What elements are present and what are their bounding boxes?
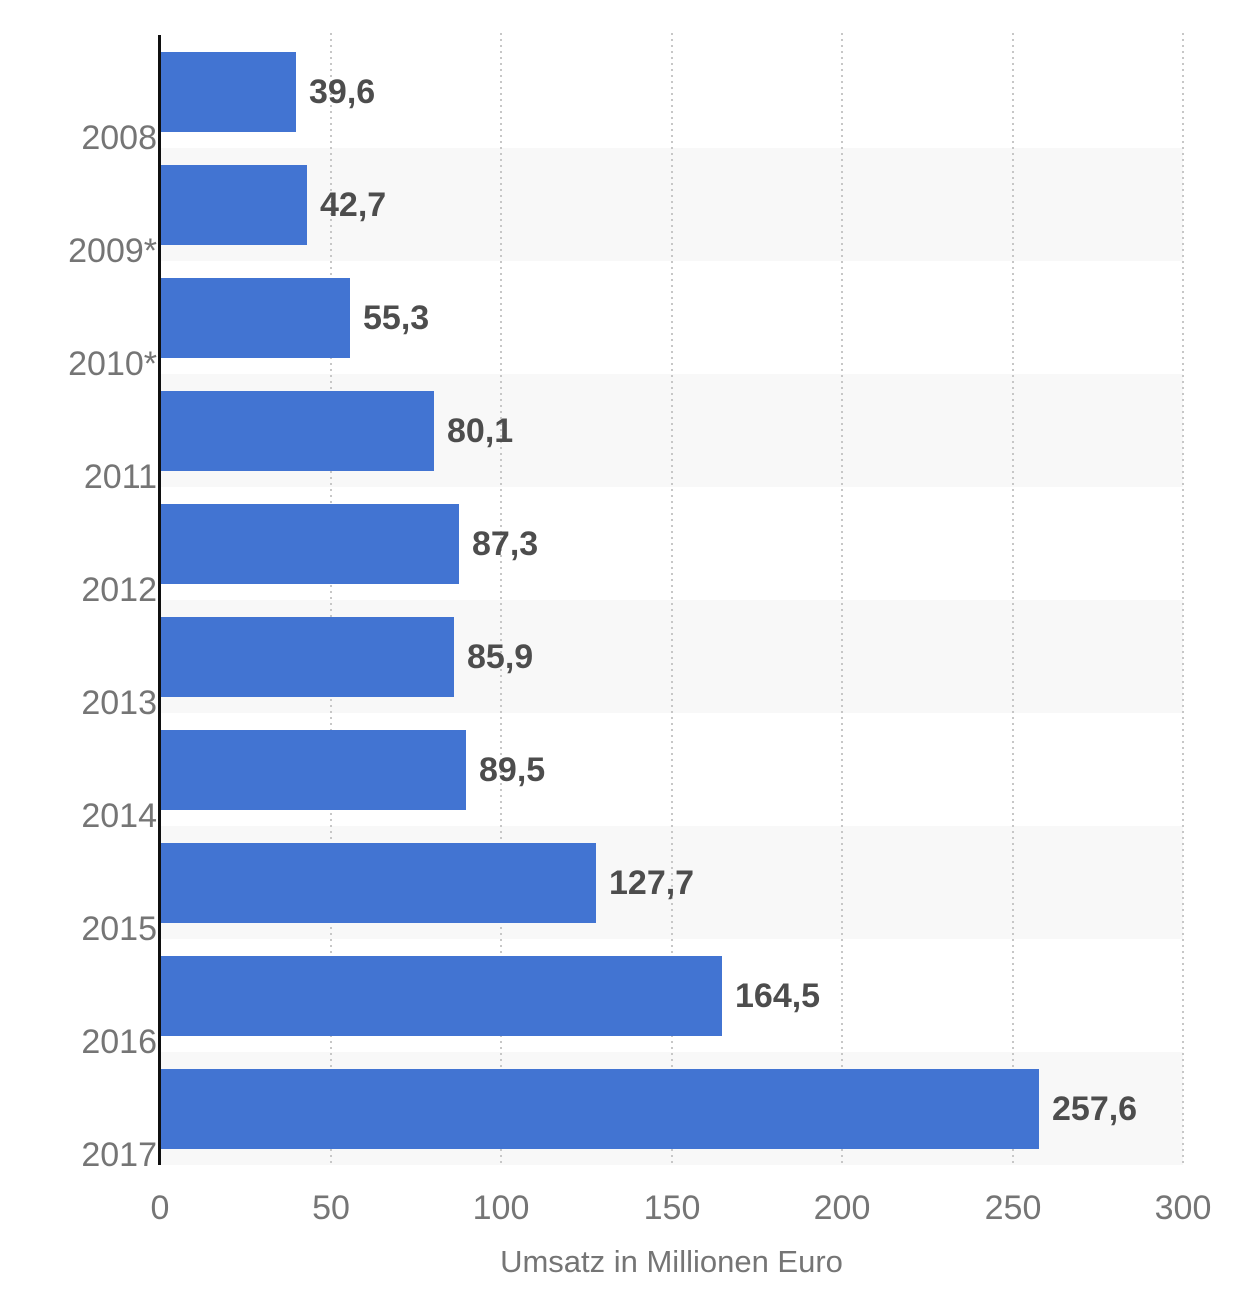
value-label: 42,7	[320, 186, 387, 224]
bar	[161, 391, 434, 471]
bar	[161, 617, 454, 697]
gridline	[330, 33, 332, 1165]
value-label: 164,5	[735, 977, 821, 1015]
category-label: 2010*	[68, 345, 157, 383]
gridline	[1182, 33, 1184, 1165]
x-tick-label: 0	[150, 1189, 170, 1227]
y-axis-line	[158, 35, 161, 1165]
category-label: 2012	[81, 571, 157, 609]
category-label: 2013	[81, 684, 157, 722]
gridline	[841, 33, 843, 1165]
bar	[161, 956, 722, 1036]
category-label: 2016	[81, 1023, 157, 1061]
category-label: 2014	[81, 797, 157, 835]
value-label: 257,6	[1052, 1090, 1138, 1128]
x-tick-label: 200	[813, 1189, 871, 1227]
value-label: 127,7	[609, 864, 695, 902]
x-tick-label: 100	[472, 1189, 530, 1227]
value-label: 85,9	[467, 638, 534, 676]
gridline	[1012, 33, 1014, 1165]
x-tick-label: 250	[984, 1189, 1042, 1227]
x-tick-label: 150	[643, 1189, 701, 1227]
gridline	[671, 33, 673, 1165]
bar	[161, 730, 466, 810]
bar	[161, 843, 596, 923]
category-label: 2008	[81, 119, 157, 157]
x-axis-title: Umsatz in Millionen Euro	[500, 1244, 843, 1279]
value-label: 39,6	[309, 73, 376, 111]
bar	[161, 504, 459, 584]
bar	[161, 1069, 1039, 1149]
value-label: 80,1	[447, 412, 514, 450]
value-label: 89,5	[479, 751, 546, 789]
category-label: 2009*	[68, 232, 157, 270]
x-tick-label: 300	[1154, 1189, 1212, 1227]
x-tick-label: 50	[312, 1189, 350, 1227]
value-label: 55,3	[363, 299, 430, 337]
bar	[161, 278, 350, 358]
bar	[161, 165, 307, 245]
category-label: 2017	[81, 1136, 157, 1174]
value-label: 87,3	[472, 525, 539, 563]
gridline	[500, 33, 502, 1165]
category-label: 2015	[81, 910, 157, 948]
category-label: 2011	[83, 458, 157, 496]
bar	[161, 52, 296, 132]
